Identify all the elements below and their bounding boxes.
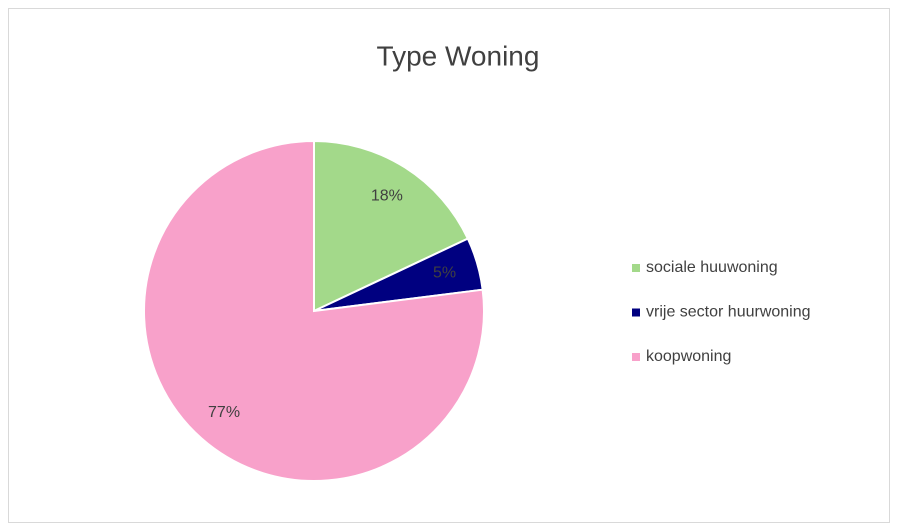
legend-label: sociale huuwoning xyxy=(646,259,778,276)
pie-slice xyxy=(313,139,470,313)
data-label: 77% xyxy=(208,404,240,421)
legend-swatch xyxy=(632,353,640,361)
legend-swatch xyxy=(632,264,640,272)
chart-title: Type Woning xyxy=(377,40,540,71)
data-label: 5% xyxy=(433,264,456,281)
pie-slice xyxy=(143,139,485,482)
legend-label: vrije sector huurwoning xyxy=(646,304,811,321)
legend-label: koopwoning xyxy=(646,348,731,365)
legend-swatch xyxy=(632,308,640,317)
data-label: 18% xyxy=(371,187,403,204)
